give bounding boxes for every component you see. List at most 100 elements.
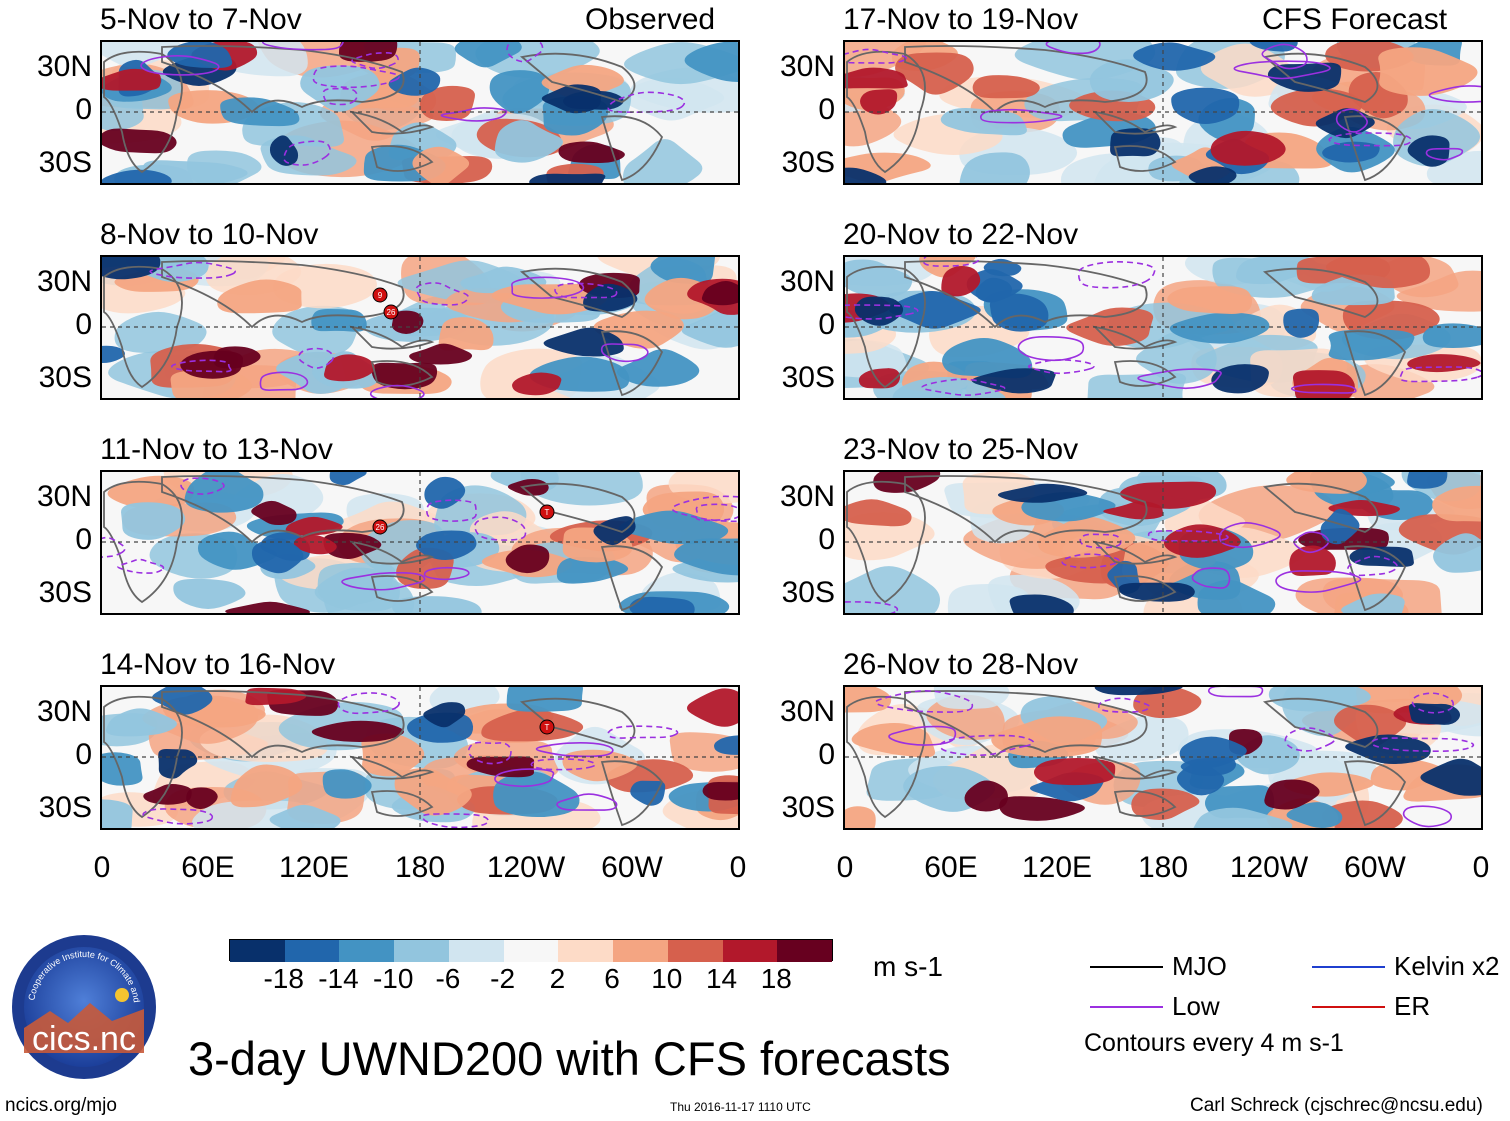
coastline <box>1262 267 1379 318</box>
lat-label: 30N <box>779 695 835 728</box>
low-contour <box>922 257 980 267</box>
anomaly-region <box>845 499 912 527</box>
anomaly-region <box>105 708 177 737</box>
lat-label: 30S <box>781 791 835 824</box>
anomaly-region <box>623 139 703 183</box>
anomaly-region <box>1200 43 1295 97</box>
legend-line-mjo <box>1090 966 1163 968</box>
storm-label: 9 <box>378 291 383 300</box>
coastline <box>846 50 926 174</box>
anomaly-region <box>860 89 898 115</box>
lon-label: 60W <box>1344 851 1406 884</box>
coastline <box>161 475 405 544</box>
colorbar-swatch <box>722 940 779 962</box>
anomaly-region <box>1169 312 1270 344</box>
storm-icon <box>539 719 555 735</box>
anomaly-region <box>269 804 341 828</box>
anomaly-region <box>593 516 636 546</box>
anomaly-region <box>1378 47 1478 96</box>
anomaly-region <box>102 752 143 786</box>
low-contour <box>511 276 585 299</box>
coastline <box>1113 575 1177 602</box>
lat-label: 30N <box>36 480 92 513</box>
storm-marker: 26 <box>372 519 388 535</box>
anomaly-region <box>1432 485 1481 522</box>
lon-label: 120E <box>278 851 350 884</box>
anomaly-region <box>1283 308 1320 338</box>
anomaly-region <box>702 782 738 801</box>
anomaly-region <box>114 311 207 354</box>
anomaly-region <box>940 108 1027 136</box>
anomaly-region <box>701 281 738 306</box>
lat-label: 30N <box>36 695 92 728</box>
anomaly-region <box>102 799 133 828</box>
colorbar-tick-label: -6 <box>435 963 461 994</box>
anomaly-region <box>714 735 738 755</box>
low-contour <box>845 48 907 64</box>
low-contour <box>1428 85 1481 103</box>
anomaly-region <box>684 42 738 82</box>
legend-line-er <box>1312 1006 1385 1008</box>
colorbar-units: m s-1 <box>873 951 943 982</box>
anomaly-region <box>324 354 376 382</box>
anomaly-region <box>409 343 473 365</box>
footer-author: Carl Schreck (cjschrec@ncsu.edu) <box>1190 1095 1483 1116</box>
anomaly-region <box>1094 687 1183 696</box>
low-contour <box>440 107 508 122</box>
lat-label: 30S <box>781 576 835 609</box>
coastline <box>1343 760 1407 827</box>
anomaly-region <box>1321 800 1403 828</box>
storm-label: 26 <box>387 308 396 317</box>
anomaly-region <box>1267 62 1342 92</box>
map-panel <box>843 685 1483 830</box>
anomaly-region <box>438 317 494 351</box>
colorbar-swatch <box>558 940 615 962</box>
coastline <box>349 110 435 135</box>
map-panel <box>843 40 1483 185</box>
low-contour <box>695 503 738 522</box>
anomaly-region <box>650 257 716 284</box>
low-contour <box>312 65 400 89</box>
low-contour <box>1402 805 1453 828</box>
low-contour <box>1261 43 1308 70</box>
low-contour <box>530 758 597 771</box>
coastline <box>904 690 1148 759</box>
low-contour <box>845 601 899 613</box>
low-contour <box>554 282 618 299</box>
anomaly-region <box>686 688 738 727</box>
observed-label: Observed <box>585 3 716 36</box>
low-contour <box>1097 697 1151 713</box>
low-contour <box>494 768 555 788</box>
legend-label: ER <box>1394 991 1431 1021</box>
lat-label: 30S <box>38 146 92 179</box>
anomaly-region <box>1426 150 1481 183</box>
map-panel <box>100 40 740 185</box>
low-contour <box>337 692 400 715</box>
low-contour <box>874 690 974 713</box>
low-contour <box>1045 42 1101 55</box>
coastline <box>846 265 926 389</box>
storm-marker: T <box>539 504 555 520</box>
panel-title: 11-Nov to 13-Nov <box>100 433 333 466</box>
anomaly-region <box>1407 472 1448 489</box>
colorbar-swatch <box>448 940 506 962</box>
anomaly-region <box>167 42 233 69</box>
coastline <box>600 545 664 612</box>
coastline <box>1343 545 1407 612</box>
lon-label: 60W <box>601 851 663 884</box>
low-contour <box>117 558 165 574</box>
lon-label: 180 <box>1137 851 1189 884</box>
colorbar-swatch <box>667 940 725 962</box>
anomaly-region <box>269 135 299 166</box>
low-contour <box>1335 108 1368 133</box>
footer-url[interactable]: ncics.org/mjo <box>5 1095 117 1116</box>
anomaly-region <box>1320 508 1360 545</box>
anomaly-region <box>845 806 876 828</box>
anomaly-region <box>322 769 372 799</box>
anomaly-region <box>1210 130 1286 166</box>
anomaly-region <box>558 141 625 163</box>
coastline <box>904 45 1148 114</box>
colorbar-swatch <box>777 940 833 962</box>
coastline <box>1092 540 1178 565</box>
anomaly-region <box>466 756 535 778</box>
